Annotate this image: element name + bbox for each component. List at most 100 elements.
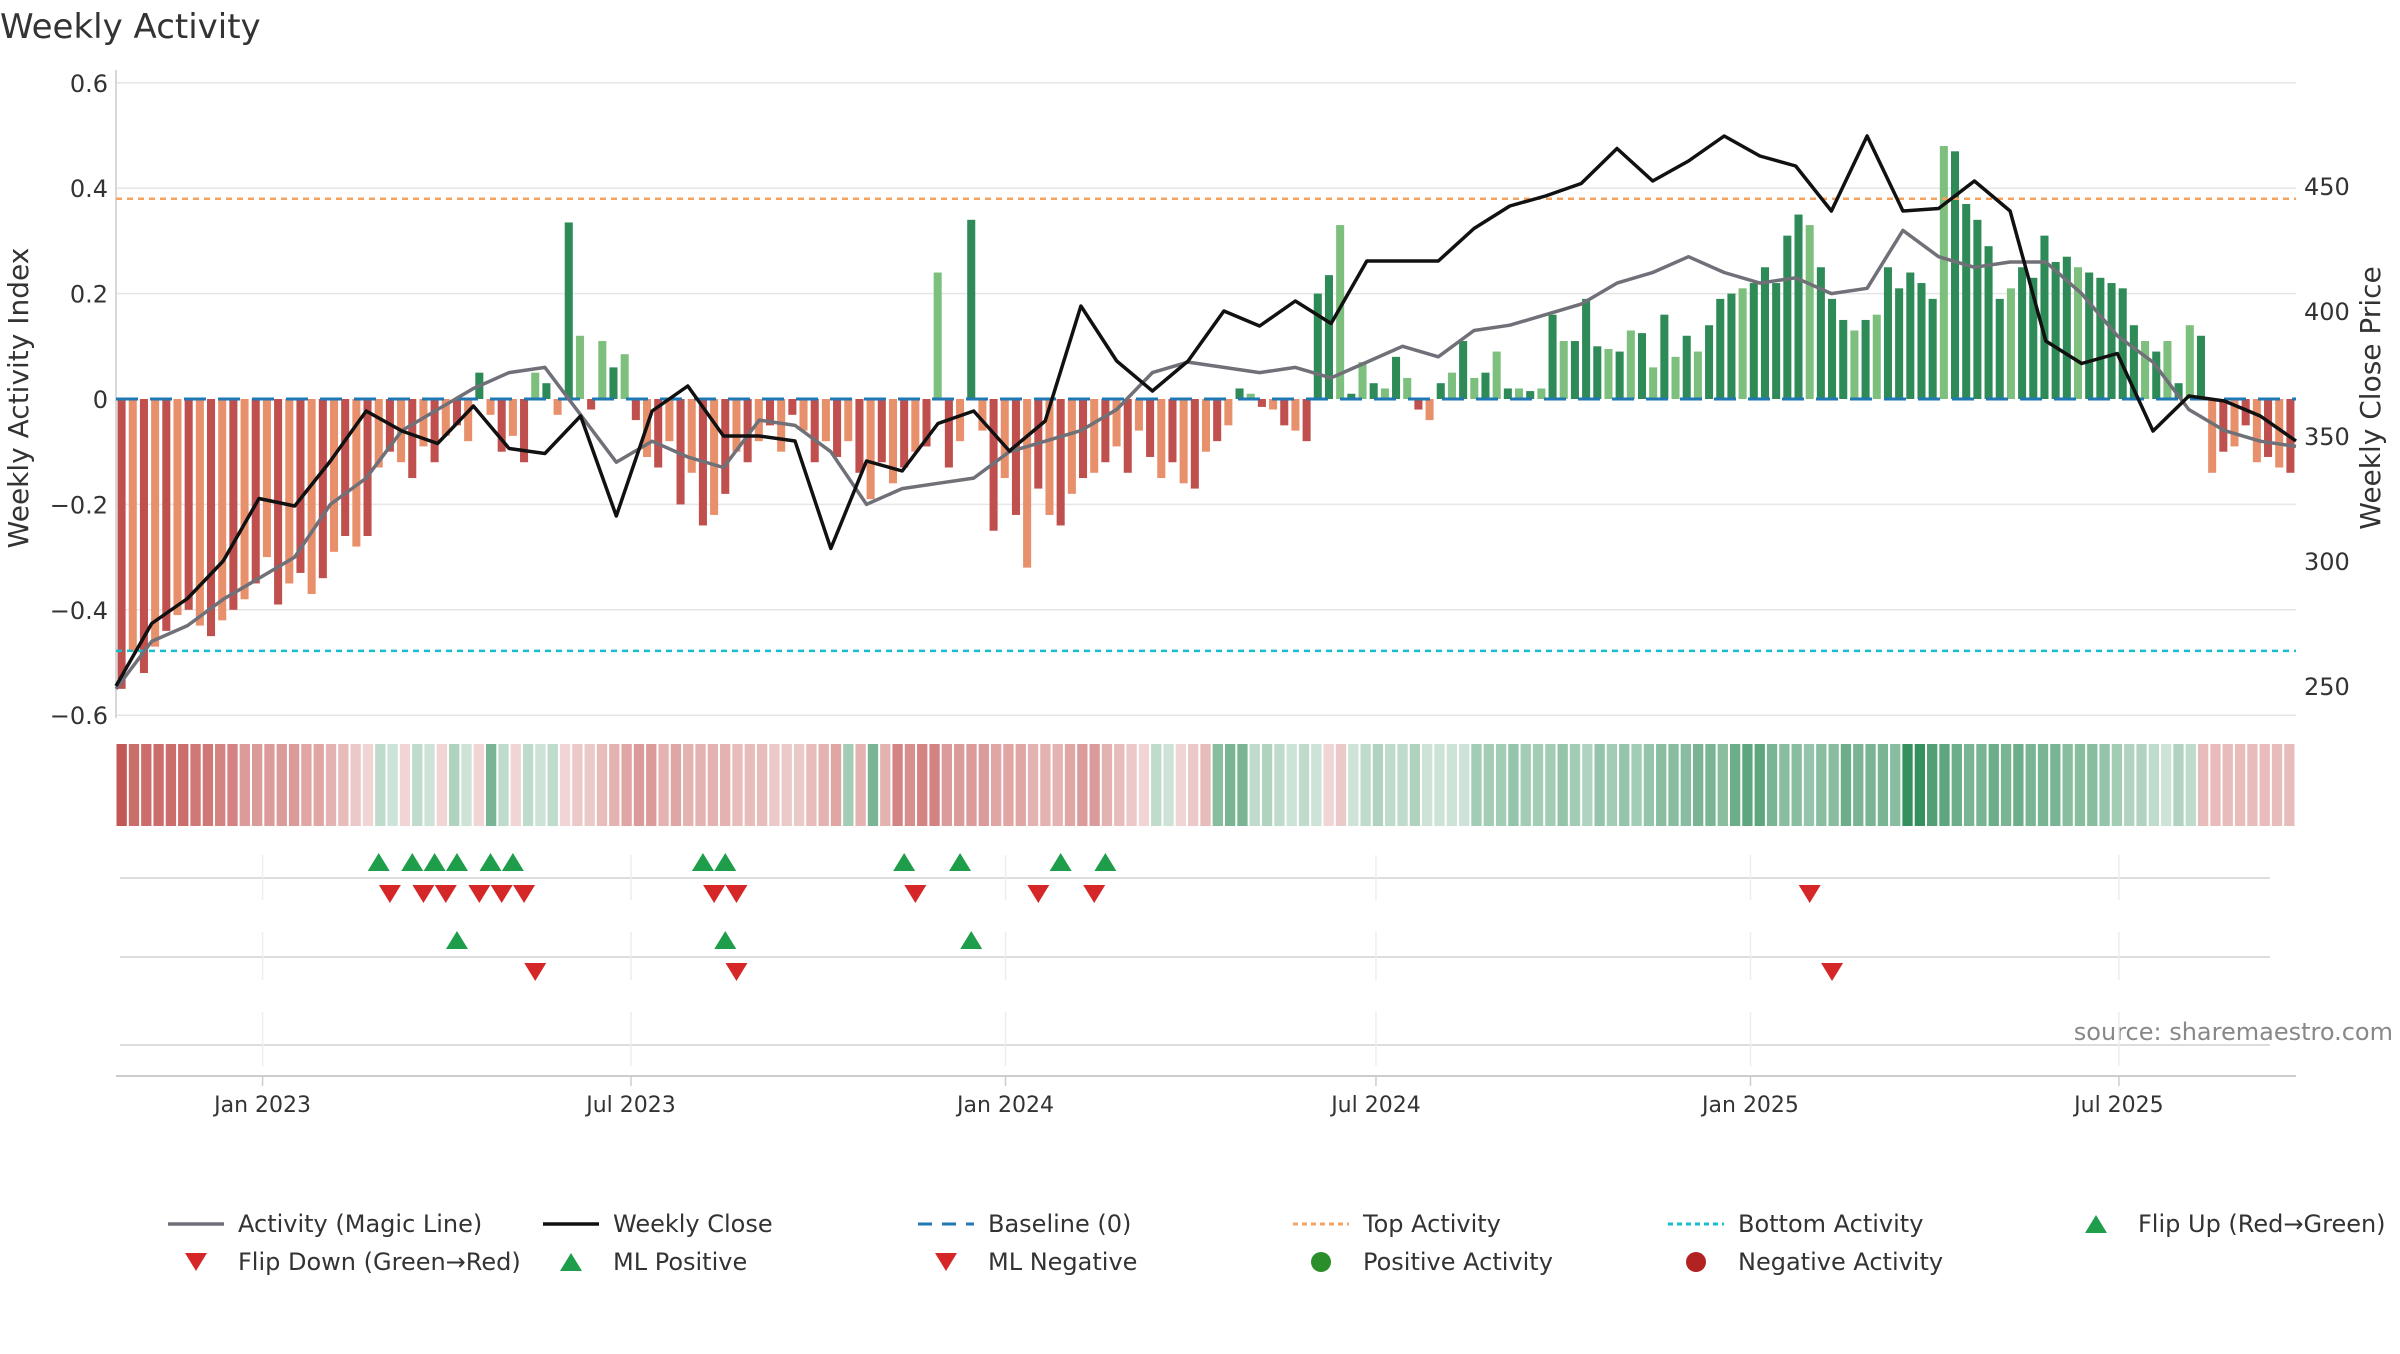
activity-bar [1738, 288, 1747, 399]
heat-strip-cell [1927, 744, 1938, 826]
heat-strip-cell [1249, 744, 1260, 826]
activity-bar [721, 399, 730, 494]
heat-strip-cell [2234, 744, 2246, 826]
heat-strip-cell [1335, 744, 1347, 826]
activity-bar [262, 399, 271, 558]
activity-bar [710, 399, 719, 515]
series-lines [114, 134, 2298, 690]
activity-bar [452, 399, 461, 426]
activity-bar [1716, 298, 1725, 399]
activity-bar [307, 399, 316, 594]
legend-label: Baseline (0) [988, 1210, 1131, 1238]
activity-bar [2085, 272, 2094, 399]
legend-item: Bottom Activity [1668, 1210, 1923, 1238]
heat-strip-cell [510, 744, 521, 826]
legend-label: Bottom Activity [1738, 1210, 1923, 1238]
activity-bar [2118, 288, 2127, 399]
heat-strip-cell [695, 744, 706, 826]
activity-bar [598, 341, 607, 399]
activity-bar [900, 399, 909, 468]
heat-strip-cell [1163, 744, 1174, 826]
activity-bar [1906, 272, 1915, 399]
heat-strip-cell [1890, 744, 1901, 826]
heat-strip-cell [830, 744, 842, 826]
activity-bar [2073, 267, 2083, 399]
activity-bar [1637, 333, 1647, 399]
heat-strip-cell [1101, 744, 1113, 826]
legend-item: Baseline (0) [918, 1210, 1131, 1238]
heat-strip-cell [362, 744, 374, 826]
heat-strip-cell [855, 744, 866, 826]
activity-bar [2185, 325, 2194, 399]
activity-bar [1459, 341, 1468, 399]
activity-bar [888, 399, 897, 484]
heat-strip-cell [1865, 744, 1876, 826]
heat-strip-cell [424, 744, 435, 826]
y-axis-label-left: Weekly Activity Index [2, 248, 35, 549]
heat-strip-cell [2148, 744, 2160, 826]
heat-strip-cell [1175, 744, 1187, 826]
heat-strip-cell [190, 744, 201, 826]
heat-strip-cell [2025, 744, 2036, 826]
flip-up-marker [445, 853, 468, 871]
activity-bar [285, 399, 294, 584]
weekly-close-line [114, 134, 2298, 687]
y-tick-left: 0.6 [70, 70, 108, 98]
heat-strip-cell [301, 744, 312, 826]
activity-bar [833, 399, 842, 457]
heat-strip-cell [867, 744, 879, 826]
y-tick-left: −0.2 [50, 491, 108, 519]
activity-bar [1995, 298, 2004, 399]
activity-bar [1951, 151, 1960, 399]
heat-strip-cell [375, 744, 386, 826]
heat-strip-cell [1409, 744, 1421, 826]
activity-bar [2152, 351, 2161, 399]
heat-strip-cell [436, 744, 448, 826]
activity-bar [151, 399, 160, 647]
activity-bar [620, 354, 629, 399]
heat-strip-cell [2271, 744, 2283, 826]
legend-swatch [560, 1253, 582, 1271]
activity-bar [609, 367, 618, 399]
activity-bar [2241, 399, 2250, 426]
legend-swatch [935, 1253, 957, 1271]
heat-strip-cell [1138, 744, 1150, 826]
heat-strip-cell [609, 744, 620, 826]
activity-bar [1146, 399, 1155, 457]
heat-strip-cell [399, 744, 411, 826]
activity-bar [218, 399, 227, 621]
flip-up-marker [1049, 853, 1072, 871]
flip-down-marker [1083, 885, 1106, 903]
heat-strip-cell [350, 744, 361, 826]
heat-strip-cell [2161, 744, 2172, 826]
activity-bar [1257, 399, 1266, 407]
activity-bar [922, 399, 931, 447]
heat-strip-cell [1224, 744, 1236, 826]
heat-strip-cell [1717, 744, 1728, 826]
activity-bar [240, 399, 249, 600]
heat-strip-cell [793, 744, 805, 826]
activity-bar [1112, 399, 1121, 447]
legend-swatch [2085, 1215, 2107, 1233]
activity-bar [1157, 399, 1166, 479]
legend-item: Positive Activity [1311, 1248, 1553, 1276]
flip-down-marker [412, 885, 435, 903]
heat-strip-cell [621, 744, 632, 826]
flip-down-marker [1798, 885, 1821, 903]
heat-strip-cell [1237, 744, 1248, 826]
heat-strip-cell [1126, 744, 1137, 826]
y-tick-left: 0.2 [70, 281, 108, 309]
activity-bar [1313, 293, 1322, 399]
activity-bar [1828, 298, 1837, 399]
activity-bar [173, 399, 182, 616]
heat-strip-cell [1089, 744, 1100, 826]
activity-bar [855, 399, 864, 473]
activity-bar [296, 399, 305, 573]
heat-strip-cell [1545, 744, 1556, 826]
activity-bar [1526, 391, 1535, 399]
heat-strip-cell [239, 744, 250, 826]
heat-strip-cell [1003, 744, 1014, 826]
activity-bar [765, 399, 775, 426]
heat-strip-cell [2173, 744, 2184, 826]
